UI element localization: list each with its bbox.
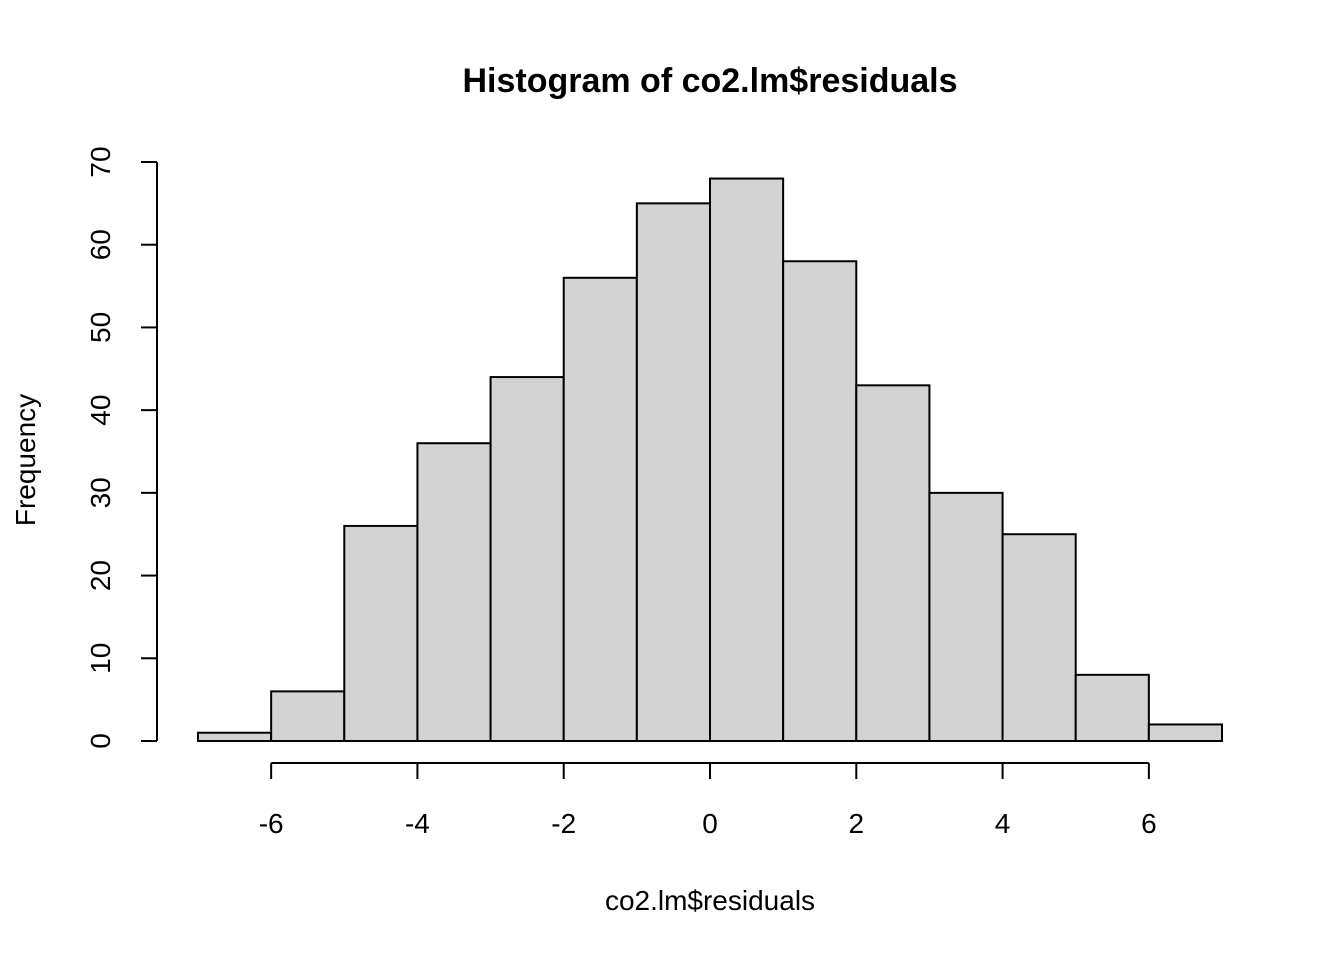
histogram-bar-7 — [709, 177, 785, 743]
x-axis: -6 -4 -2 0 2 4 6 — [259, 762, 1157, 839]
y-axis: 0 10 20 30 40 50 60 70 — [85, 146, 158, 749]
x-tick-label: -4 — [405, 808, 430, 839]
y-tick-label: 20 — [85, 560, 116, 591]
histogram-bar-13 — [1147, 723, 1224, 743]
histogram-bar-10 — [928, 491, 1004, 742]
x-tick-label: -2 — [551, 808, 576, 839]
y-axis-label: Frequency — [10, 394, 41, 526]
histogram-bar-3 — [416, 442, 492, 742]
y-tick-label: 60 — [85, 229, 116, 260]
x-axis-label: co2.lm$residuals — [605, 885, 815, 916]
y-tick-label: 30 — [85, 477, 116, 508]
y-tick-label: 50 — [85, 312, 116, 343]
histogram-bar-5 — [562, 276, 638, 742]
histogram-bar-11 — [1001, 533, 1077, 743]
histogram-bar-2 — [343, 524, 419, 743]
x-tick-label: -6 — [259, 808, 284, 839]
y-tick-label: 40 — [85, 395, 116, 426]
histogram-bar-6 — [635, 202, 711, 743]
y-tick-label: 10 — [85, 643, 116, 674]
histogram-bar-1 — [270, 690, 346, 742]
y-tick-label: 0 — [85, 733, 116, 749]
x-tick-label: 2 — [848, 808, 864, 839]
histogram-bar-8 — [782, 260, 858, 742]
x-tick-label: 6 — [1141, 808, 1157, 839]
histogram-bar-4 — [489, 376, 565, 742]
bars-group — [197, 177, 1224, 743]
x-tick-label: 0 — [702, 808, 718, 839]
histogram-bar-9 — [855, 384, 931, 742]
chart-title: Histogram of co2.lm$residuals — [462, 62, 957, 100]
y-tick-label: 70 — [85, 146, 116, 177]
histogram-bar-0 — [197, 731, 273, 743]
histogram-bar-12 — [1074, 673, 1150, 742]
x-tick-label: 4 — [995, 808, 1011, 839]
